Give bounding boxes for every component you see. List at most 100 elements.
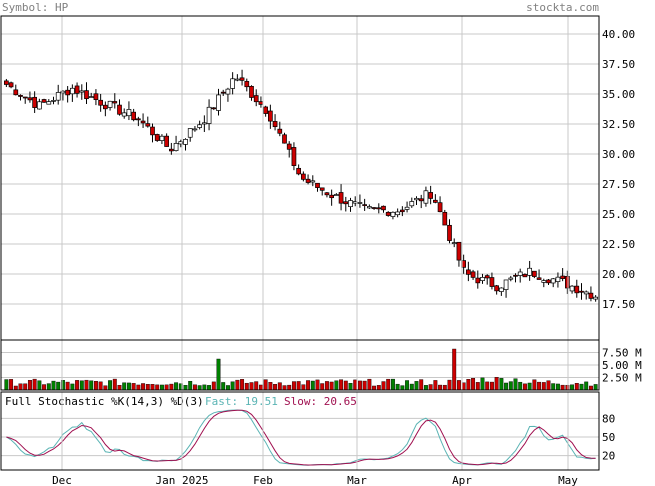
volume-bar [362, 380, 367, 391]
candle-body [513, 274, 518, 277]
slow-legend: Slow: 20.65 [284, 395, 357, 408]
price-tick-label: 30.00 [602, 148, 635, 161]
volume-bar [159, 384, 164, 391]
volume-bar [150, 384, 155, 391]
symbol-label: Symbol: HP [2, 1, 69, 14]
volume-bar [13, 385, 18, 391]
candle-body [55, 92, 61, 101]
candle-body [74, 85, 80, 94]
candle-body [46, 101, 52, 105]
volume-bar [291, 381, 296, 391]
volume-bar [499, 378, 504, 391]
candle-body [362, 204, 367, 206]
price-tick-label: 37.50 [602, 58, 635, 71]
candle-body [503, 279, 509, 290]
volume-bar [268, 382, 273, 391]
volume-bar [122, 382, 127, 391]
candle-body [565, 275, 570, 289]
candle-body [263, 106, 268, 114]
candle-body [192, 128, 198, 131]
volume-bar [324, 381, 329, 391]
volume-bar [32, 378, 37, 391]
volume-bar [339, 379, 344, 391]
volume-bar [423, 385, 428, 391]
candle-body [154, 134, 160, 141]
volume-bar [329, 381, 334, 391]
volume-bar [108, 380, 113, 391]
candle-body [499, 287, 504, 292]
candle-body [546, 279, 551, 284]
candle-body [216, 94, 221, 111]
volume-bar [192, 384, 197, 391]
volume-bar [414, 381, 419, 391]
candle-body [244, 81, 250, 88]
candle-body [574, 285, 580, 294]
candle-body [291, 147, 297, 166]
candle-body [433, 199, 438, 203]
candle-body [414, 197, 419, 201]
candle-body [310, 180, 316, 183]
fast-legend-value: 19.51 [245, 395, 278, 408]
volume-bar [400, 385, 405, 391]
candle-body [329, 194, 334, 199]
volume-bar [306, 380, 311, 391]
volume-bar [258, 384, 263, 391]
volume-bar [37, 380, 42, 391]
candle-body [428, 192, 433, 199]
price-tick-label: 32.50 [602, 118, 635, 131]
candle-body [390, 211, 396, 217]
candle-body [593, 296, 598, 300]
volume-bar [42, 384, 47, 391]
volume-bar [4, 379, 9, 391]
candle-body [583, 291, 589, 295]
volume-bar [489, 381, 494, 391]
month-label: Dec [52, 474, 72, 486]
volume-bar [221, 382, 226, 391]
price-tick-label: 22.50 [602, 238, 635, 251]
volume-bar [353, 379, 358, 391]
volume-bar [348, 383, 353, 391]
volume-bar [23, 383, 28, 391]
candle-body [484, 275, 490, 279]
volume-bar [518, 381, 523, 391]
fast-legend: Fast: 19.51 [205, 395, 278, 408]
candle-body [418, 198, 424, 202]
candle-body [343, 201, 349, 205]
volume-bar [89, 380, 94, 391]
price-tick-label: 35.00 [602, 88, 635, 101]
volume-bar [75, 380, 80, 391]
candle-body [385, 211, 391, 216]
volume-bar [263, 379, 268, 391]
volume-bar [240, 379, 245, 391]
volume-bar [131, 383, 136, 391]
candle-body [140, 120, 146, 124]
candle-body [60, 90, 66, 94]
volume-bar [136, 384, 141, 391]
volume-bar [409, 383, 414, 391]
volume-bar [254, 381, 259, 391]
volume-bar [249, 382, 254, 391]
volume-bar [145, 384, 150, 391]
candle-body [286, 143, 292, 150]
volume-bar [475, 382, 480, 391]
volume-bar [126, 382, 131, 391]
candle-body [126, 109, 132, 117]
volume-tick-label: 5.00 M [602, 359, 642, 372]
candle-body [282, 134, 287, 144]
volume-bar [207, 385, 212, 391]
volume-bar [296, 381, 301, 391]
candle-body [480, 277, 485, 281]
volume-bar [532, 379, 537, 391]
volume-bar [452, 348, 457, 391]
price-panel: 40.00 37.50 35.00 32.50 30.00 27.50 25.00 22.50… [1, 28, 635, 311]
candle-body [376, 207, 382, 210]
candle-body [202, 122, 207, 125]
candle-body [466, 269, 471, 275]
price-tick-label: 40.00 [602, 28, 635, 41]
volume-bar [541, 382, 546, 391]
month-label: May [558, 474, 578, 486]
candle-body [169, 148, 174, 152]
candle-body [541, 280, 547, 283]
volume-panel: 7.50 M5.00 M2.50 M [1, 347, 642, 391]
candle-body [357, 202, 363, 204]
